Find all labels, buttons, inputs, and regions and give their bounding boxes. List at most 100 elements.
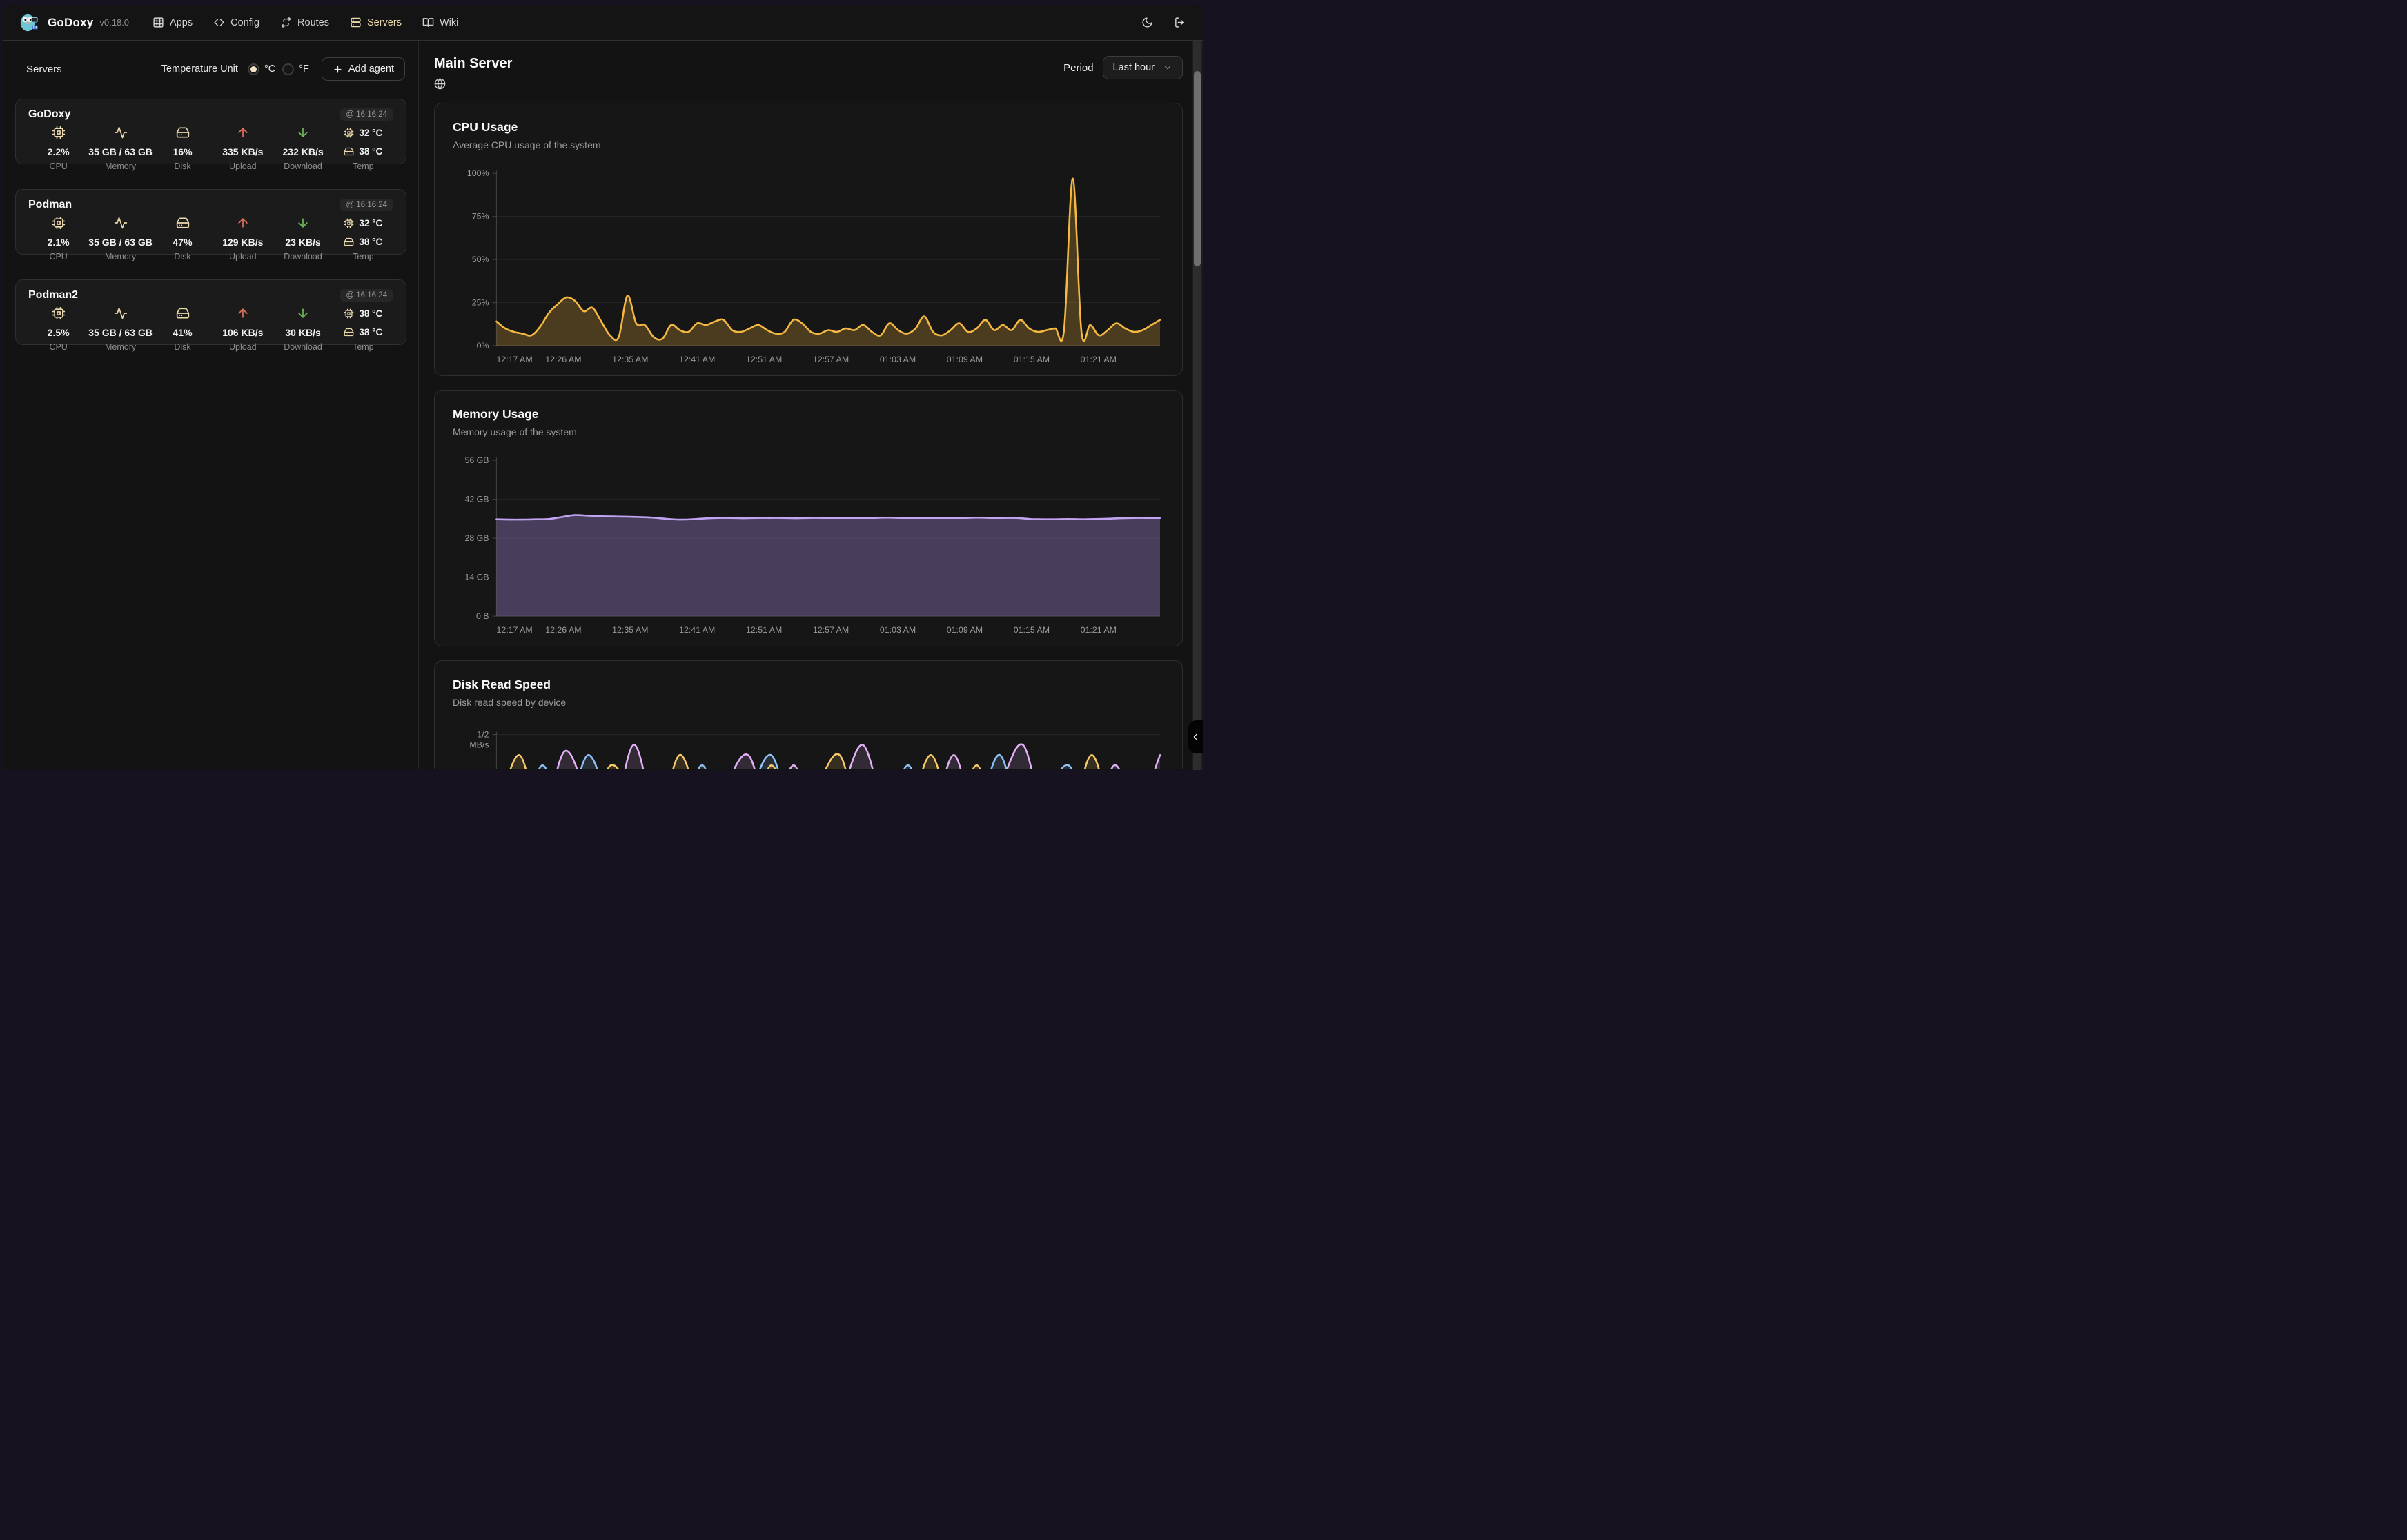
add-agent-label: Add agent [348, 63, 394, 75]
svg-text:56 GB: 56 GB [464, 455, 489, 465]
disk-chart-title: Disk Read Speed [453, 678, 551, 691]
cpu-label: CPU [49, 161, 68, 171]
arrow-up-icon [236, 216, 250, 230]
cpu-value: 2.1% [47, 236, 70, 248]
last-update-badge: @ 16:16:24 [340, 199, 393, 211]
stat-temp: 32 °C 38 °C Temp [333, 122, 393, 172]
stat-upload: 335 KB/s Upload [213, 122, 273, 172]
temperature-unit-label: Temperature Unit [161, 63, 238, 75]
main-content: Main Server Period Last hour CPU Usage A… [419, 41, 1204, 769]
disk-temp-value: 38 °C [359, 237, 383, 247]
period-select[interactable]: Last hour [1102, 56, 1183, 79]
stat-disk: 41% Disk [153, 303, 213, 353]
download-value: 23 KB/s [285, 236, 321, 248]
svg-text:100%: 100% [467, 168, 489, 178]
version-label: v0.18.0 [99, 17, 130, 28]
svg-text:14 GB: 14 GB [464, 573, 489, 582]
svg-text:42 GB: 42 GB [464, 495, 489, 504]
code-icon [213, 17, 225, 28]
period-label: Period [1063, 61, 1094, 74]
disk-value: 47% [173, 236, 193, 248]
arrow-down-icon [296, 216, 310, 230]
memory-chart-title: Memory Usage [453, 407, 539, 421]
cpu-label: CPU [49, 252, 68, 261]
svg-text:01:03 AM: 01:03 AM [880, 355, 916, 364]
nav-item-routes[interactable]: Routes [280, 17, 329, 28]
cpu-icon [52, 306, 66, 320]
celsius-radio[interactable]: °C [247, 63, 276, 75]
svg-text:01:09 AM: 01:09 AM [947, 625, 983, 635]
celsius-label: °C [264, 63, 276, 75]
download-value: 30 KB/s [285, 326, 321, 338]
nav-item-config[interactable]: Config [213, 17, 259, 28]
server-icon [350, 17, 362, 28]
nav-item-label: Config [230, 17, 260, 28]
activity-icon [114, 126, 128, 139]
cpu-value: 2.5% [47, 326, 70, 338]
stat-memory: 35 GB / 63 GB Memory [88, 213, 153, 263]
cpu-icon [52, 216, 66, 230]
memory-label: Memory [105, 342, 137, 352]
server-card-podman2[interactable]: Podman2 @ 16:16:24 2.5% CPU 35 GB / 63 G… [15, 279, 406, 352]
svg-text:12:41 AM: 12:41 AM [679, 355, 715, 364]
nav-item-apps[interactable]: Apps [153, 17, 193, 28]
memory-value: 35 GB / 63 GB [88, 146, 153, 157]
svg-text:12:17 AM: 12:17 AM [496, 355, 532, 364]
upload-value: 129 KB/s [222, 236, 264, 248]
disk-value: 16% [173, 146, 193, 157]
disk-label: Disk [174, 161, 191, 171]
stat-memory: 35 GB / 63 GB Memory [88, 122, 153, 172]
server-card-podman[interactable]: Podman @ 16:16:24 2.1% CPU 35 GB / 63 GB… [15, 189, 406, 261]
fahrenheit-radio[interactable]: °F [282, 63, 309, 75]
drawer-handle[interactable] [1188, 720, 1204, 753]
disk-read-chart: 1/2MB/s [469, 730, 1161, 769]
radio-celsius-dot[interactable] [247, 63, 259, 75]
stat-download: 30 KB/s Download [273, 303, 333, 353]
disk-temp-value: 38 °C [359, 146, 383, 157]
svg-text:12:51 AM: 12:51 AM [746, 625, 782, 635]
period-value: Last hour [1112, 62, 1155, 73]
memory-label: Memory [105, 161, 137, 171]
stat-disk: 16% Disk [153, 122, 213, 172]
scrollbar-thumb[interactable] [1194, 71, 1201, 266]
server-name: Podman2 [28, 289, 79, 301]
memory-value: 35 GB / 63 GB [88, 326, 153, 338]
svg-text:01:21 AM: 01:21 AM [1081, 625, 1117, 635]
svg-text:01:15 AM: 01:15 AM [1014, 625, 1050, 635]
servers-sidebar: Servers Temperature Unit °C °F Add agent [3, 41, 419, 769]
logout-icon[interactable] [1174, 17, 1186, 28]
godoxy-logo [20, 14, 38, 31]
nav-item-label: Wiki [439, 17, 459, 28]
svg-text:01:21 AM: 01:21 AM [1081, 355, 1117, 364]
svg-text:12:57 AM: 12:57 AM [813, 625, 849, 635]
server-card-godoxy[interactable]: GoDoxy @ 16:16:24 2.2% CPU 35 GB / 63 GB… [15, 99, 406, 171]
svg-text:12:35 AM: 12:35 AM [612, 355, 648, 364]
disk-read-card: Disk Read Speed Disk read speed by devic… [434, 660, 1183, 769]
globe-icon [434, 78, 446, 90]
download-value: 232 KB/s [282, 146, 324, 157]
cpu-chart-subtitle: Average CPU usage of the system [453, 139, 601, 150]
svg-text:01:15 AM: 01:15 AM [1014, 355, 1050, 364]
stat-cpu: 2.5% CPU [28, 303, 88, 353]
add-agent-button[interactable]: Add agent [321, 57, 405, 81]
temp-label: Temp [353, 252, 374, 261]
upload-label: Upload [228, 161, 257, 171]
nav-item-label: Apps [170, 17, 193, 28]
hard-drive-icon [176, 126, 190, 139]
svg-text:50%: 50% [472, 255, 489, 264]
nav-item-servers[interactable]: Servers [350, 17, 402, 28]
plus-icon [333, 64, 343, 75]
upload-label: Upload [228, 252, 257, 261]
cpu-usage-chart: 0% 25% 50% 75% 100% 12:17 AM 12:26 AM 12:35 AM 1… [467, 168, 1161, 364]
server-name: Podman [28, 199, 72, 210]
download-label: Download [284, 342, 322, 352]
svg-text:28 GB: 28 GB [464, 533, 489, 543]
radio-fahrenheit-dot[interactable] [282, 63, 295, 75]
top-nav: GoDoxy v0.18.0 Apps Config Routes Server… [3, 5, 1204, 41]
stat-temp: 32 °C 38 °C Temp [333, 213, 393, 263]
nav-item-wiki[interactable]: Wiki [422, 17, 458, 28]
book-open-icon [422, 17, 434, 28]
cpu-usage-card: CPU Usage Average CPU usage of the syste… [434, 103, 1183, 376]
theme-toggle-moon-icon[interactable] [1141, 17, 1153, 28]
cpu-temp-icon [344, 308, 354, 319]
